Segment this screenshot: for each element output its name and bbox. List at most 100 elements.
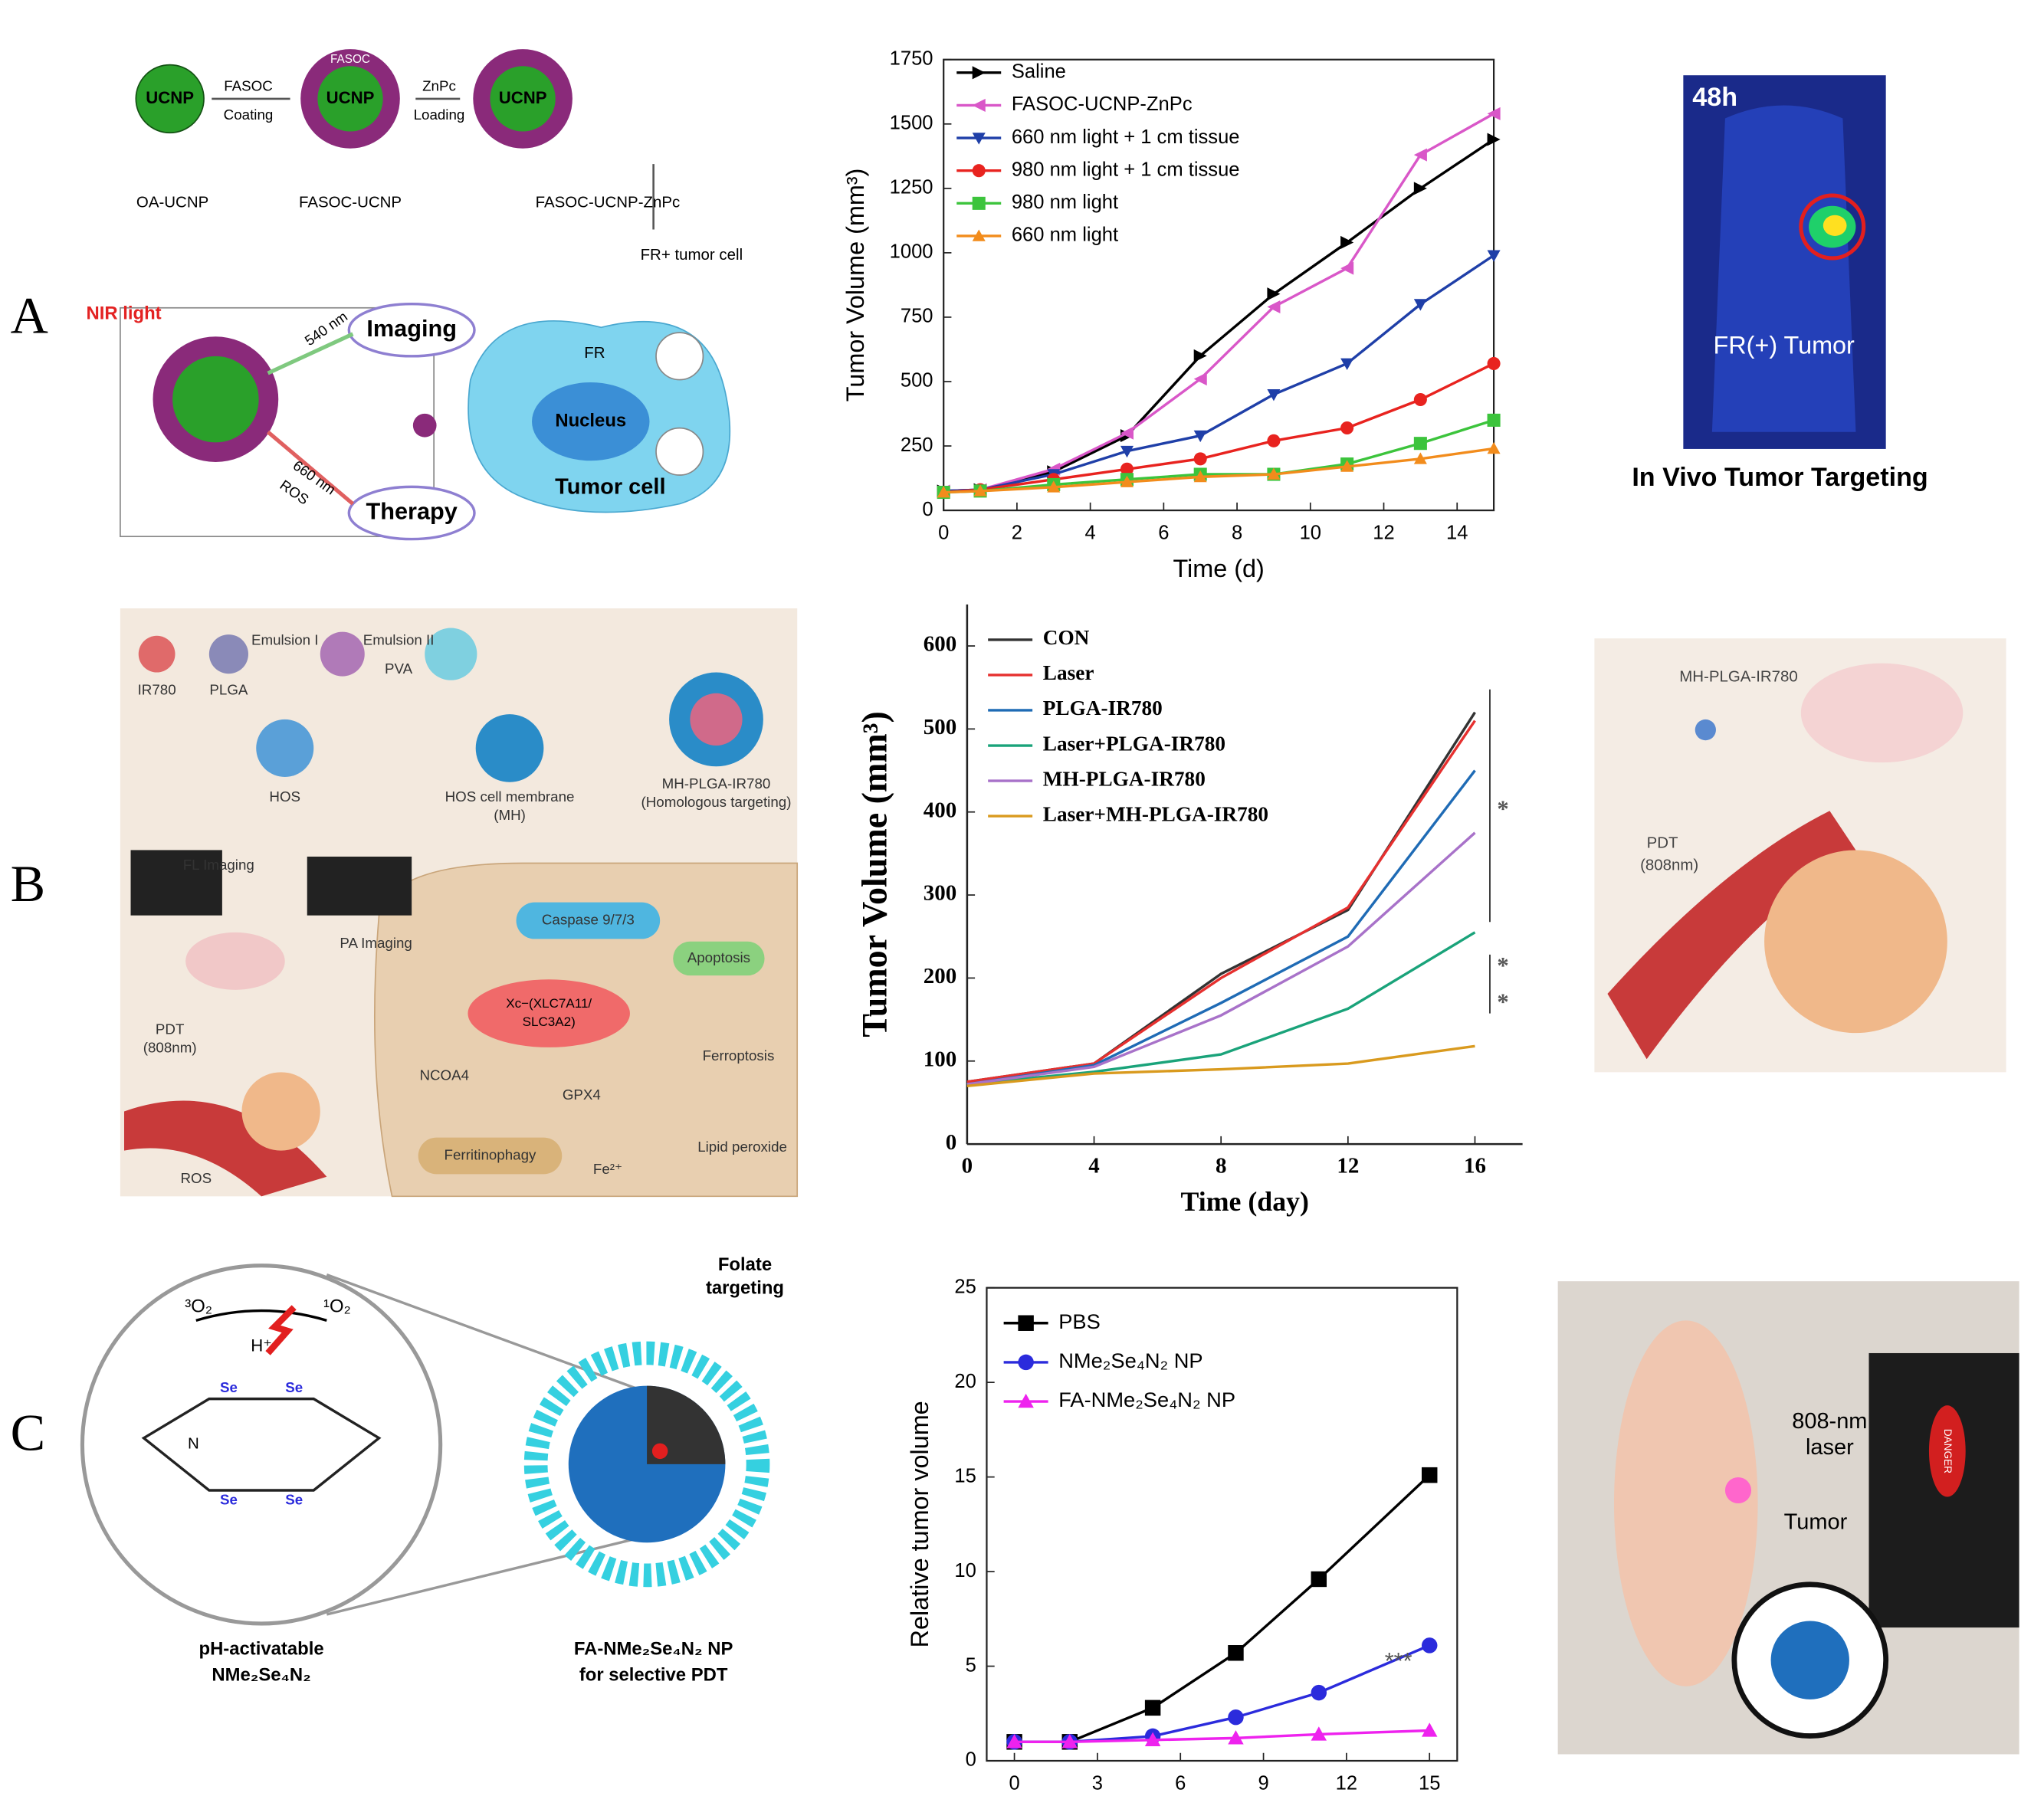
x-tick-label: 9 — [1258, 1772, 1268, 1794]
diagram-text: Folate — [718, 1254, 772, 1275]
marker — [1413, 437, 1427, 451]
panel-letter: A — [11, 286, 48, 344]
marker — [1311, 1726, 1327, 1741]
photo-b: MH-PLGA-IR780 PDT (808nm) — [1594, 638, 2006, 1073]
x-tick-label: 6 — [1175, 1772, 1186, 1794]
y-tick-label: 0 — [922, 499, 933, 520]
marker — [1018, 1354, 1034, 1371]
x-tick-label: 0 — [962, 1153, 973, 1178]
marker — [1193, 470, 1207, 483]
marker — [1422, 1637, 1438, 1654]
diagram-text: Apoptosis — [687, 949, 750, 965]
diagram-text: PVA — [385, 660, 413, 677]
diagram-text: FR+ tumor cell — [641, 246, 743, 264]
marker — [1413, 392, 1427, 407]
panel-letter: C — [11, 1403, 45, 1461]
y-tick-label: 400 — [924, 798, 956, 822]
diagram-text: N — [188, 1435, 199, 1453]
marker — [1193, 372, 1207, 386]
marker — [1487, 107, 1501, 120]
chart: 0 3 6 9 12 15 0 5 10 15 20 25 Time after treatment (… — [906, 1276, 1458, 1806]
legend-label: CON — [1043, 626, 1090, 649]
diagram-text: FASOC — [224, 78, 273, 94]
photo-text: FR(+) Tumor — [1713, 331, 1855, 359]
diagram-text: Se — [220, 1379, 238, 1395]
diagram-text: pH-activatable — [199, 1638, 324, 1659]
plot-frame — [943, 58, 1495, 512]
diagram-text: Coating — [224, 107, 274, 123]
diagram-text: (MH) — [494, 807, 526, 823]
diagram-text: Se — [285, 1492, 303, 1508]
diagram-text: FL Imaging — [183, 857, 254, 873]
diagram-text: UCNP — [326, 88, 375, 107]
x-tick-label: 12 — [1337, 1153, 1359, 1178]
marker — [1487, 356, 1501, 370]
photo-c: 808-nm laser Tumor DANGER — [1557, 1281, 2019, 1755]
marker — [1311, 1571, 1327, 1588]
marker — [1228, 1730, 1244, 1745]
y-tick-label: 200 — [924, 964, 956, 988]
photo-text: DANGER — [1942, 1429, 1954, 1473]
diagram-text: HOS — [269, 788, 300, 805]
x-tick-label: 16 — [1464, 1153, 1486, 1178]
marker — [1413, 148, 1427, 162]
legend-label: FA-NMe₂Se₄N₂ NP — [1058, 1388, 1235, 1411]
diagram-text: ³O₂ — [185, 1296, 212, 1317]
marker — [972, 133, 986, 145]
diagram-text: NIR light — [87, 303, 162, 324]
marker — [1267, 467, 1281, 480]
diagram-text: ¹O₂ — [323, 1296, 351, 1317]
marker — [1413, 452, 1427, 464]
diagram-text: targeting — [706, 1278, 784, 1299]
y-axis-label: Tumor Volume (mm³) — [842, 169, 869, 402]
photo-text: PDT — [1647, 834, 1678, 851]
annotation: * — [1497, 952, 1508, 978]
y-axis-label: Relative tumor volume — [906, 1401, 933, 1647]
marker — [1487, 133, 1501, 146]
marker — [1340, 460, 1354, 472]
x-tick-label: 14 — [1446, 523, 1468, 544]
diagram-text: SLC3A2) — [523, 1014, 576, 1029]
y-tick-label: 250 — [901, 434, 933, 456]
y-tick-label: 0 — [966, 1749, 976, 1771]
y-axis-label: Tumor Volume (mm³) — [855, 711, 894, 1037]
diagram-text: PLGA — [209, 681, 248, 697]
diagram-text: Emulsion I — [251, 632, 319, 648]
photo-text: laser — [1806, 1435, 1854, 1460]
diagram-text: FASOC-UCNP — [299, 194, 402, 211]
legend-label: Laser+PLGA-IR780 — [1043, 732, 1225, 755]
marker — [1228, 1645, 1244, 1661]
diagram-text: Emulsion II — [363, 632, 435, 648]
diagram-text: Nucleus — [555, 410, 626, 431]
marker — [1120, 445, 1134, 458]
annotation: * — [1497, 989, 1508, 1015]
diagram-a: UCNP FASOC Coating FASOC UCNP ZnPc Loadi… — [87, 49, 743, 541]
diagram-text: Xc−(XLC7A11/ — [506, 996, 592, 1011]
diagram-text: Tumor cell — [555, 475, 665, 500]
marker — [1120, 426, 1134, 440]
marker — [1340, 261, 1354, 275]
legend-label: Laser — [1043, 661, 1094, 684]
diagram-text: H⁺ — [251, 1336, 272, 1355]
x-tick-label: 12 — [1336, 1772, 1357, 1794]
marker — [1193, 452, 1207, 466]
marker — [1422, 1722, 1438, 1737]
diagram-text: Se — [285, 1379, 303, 1395]
marker — [1487, 441, 1501, 454]
y-tick-label: 1500 — [890, 113, 933, 134]
legend-label: PLGA-IR780 — [1043, 697, 1163, 719]
x-tick-label: 8 — [1232, 523, 1242, 544]
y-tick-label: 20 — [954, 1371, 976, 1392]
y-tick-label: 1250 — [890, 177, 933, 198]
y-tick-label: 500 — [901, 370, 933, 392]
diagram-c: ³O₂ ¹O₂ H⁺ Se Se Se Se N pH-activatable … — [80, 1254, 784, 1685]
series-line — [943, 418, 1494, 494]
diagram-text: MH-PLGA-IR780 — [662, 775, 771, 792]
photo-text: In Vivo Tumor Targeting — [1632, 463, 1928, 492]
x-tick-label: 12 — [1373, 523, 1394, 544]
marker — [972, 229, 986, 241]
series-line — [1014, 1644, 1430, 1744]
diagram-text: Ferroptosis — [703, 1047, 775, 1064]
